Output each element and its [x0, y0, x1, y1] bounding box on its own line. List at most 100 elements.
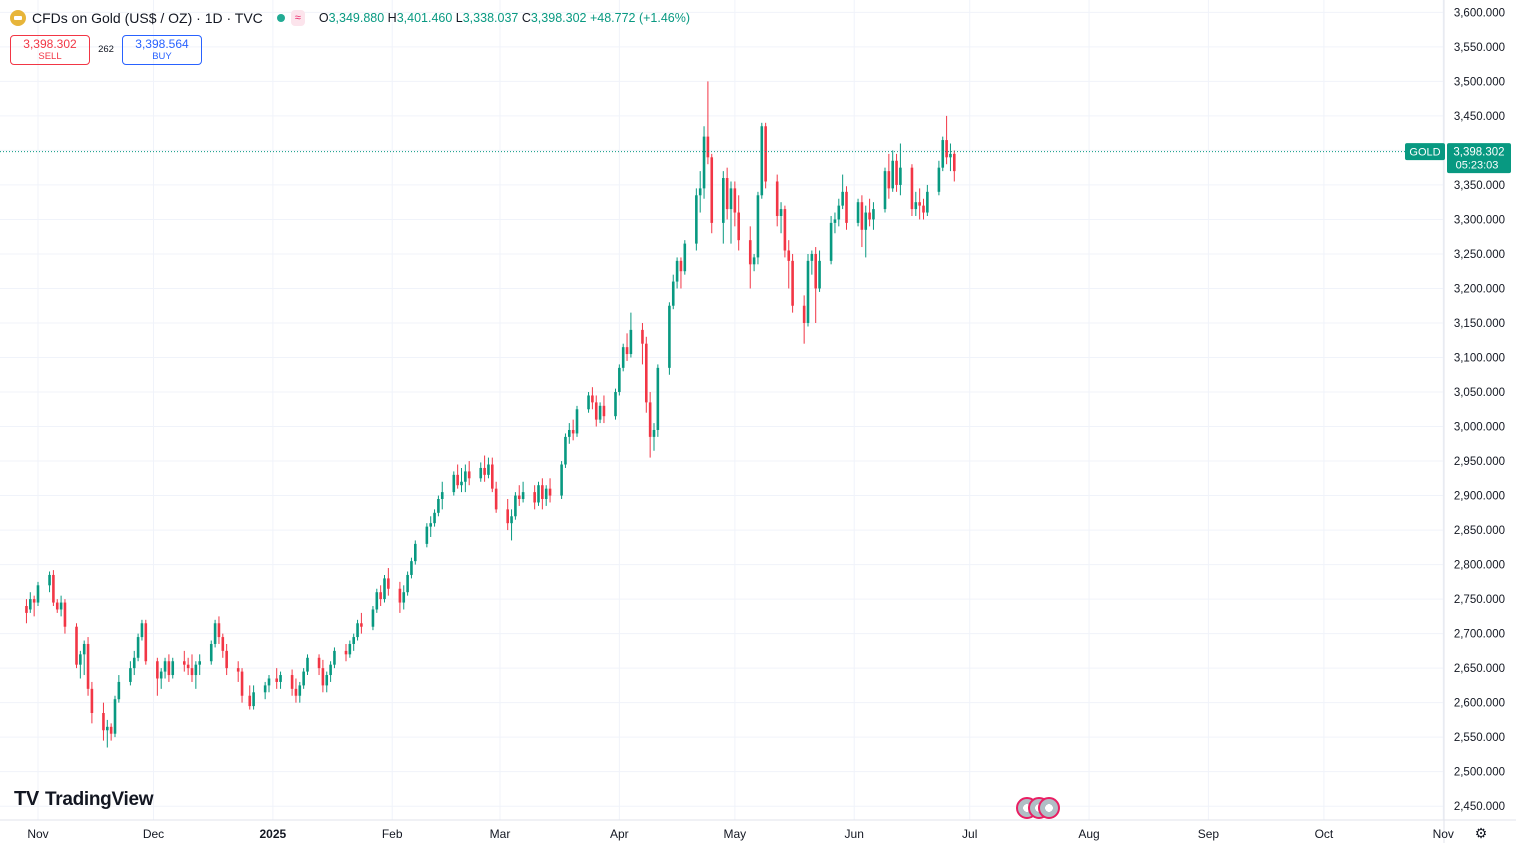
tradingview-logo[interactable]: TV TradingView	[14, 788, 154, 811]
candle-body	[845, 191, 848, 223]
candle-body	[52, 574, 55, 603]
candle-body	[802, 305, 806, 323]
candle-body	[856, 202, 860, 223]
time-tick-label: 2025	[259, 827, 286, 841]
candle-body	[63, 602, 67, 627]
price-tick-label: 3,350.000	[1454, 180, 1505, 192]
candle-body	[464, 471, 467, 482]
candle-body	[190, 668, 194, 676]
candle-body	[887, 171, 891, 189]
candle-body	[183, 661, 186, 665]
candle-body	[294, 688, 298, 696]
economic-events[interactable]	[1016, 797, 1060, 819]
candle-body	[460, 481, 463, 486]
candle-body	[652, 429, 656, 437]
chart-header: CFDs on Gold (US$ / OZ) · 1D · TVC ≈ O3,…	[10, 8, 690, 28]
candle-body	[163, 661, 167, 672]
price-tag-box	[1447, 143, 1511, 174]
candle-body	[514, 495, 517, 517]
candle-body	[375, 592, 379, 610]
candle-body	[683, 243, 687, 272]
candle-body	[775, 181, 779, 216]
candle-body	[325, 675, 329, 686]
symbol-title[interactable]: CFDs on Gold (US$ / OZ) · 1D · TVC	[32, 10, 263, 26]
candle-body	[398, 588, 402, 603]
candle-body	[410, 561, 413, 575]
candle-body	[106, 726, 109, 731]
candle-body	[571, 429, 575, 434]
candle-body	[787, 250, 791, 261]
candle-body	[872, 209, 875, 220]
candle-body	[594, 402, 598, 420]
symbol-tag	[1405, 143, 1445, 161]
price-tick-label: 2,700.000	[1454, 629, 1505, 641]
candle-body	[171, 661, 175, 676]
price-axis[interactable]: 2,450.000 2,500.000 2,550.000 2,600.000 2,65…	[1454, 7, 1505, 813]
candle-body	[167, 661, 171, 676]
candle-body	[102, 713, 105, 731]
candle-body	[737, 212, 740, 241]
candle-body	[949, 153, 952, 158]
candle-body	[764, 126, 767, 182]
candle-body	[55, 602, 59, 610]
price-tick-label: 3,200.000	[1454, 283, 1505, 295]
us-flag-event-icon[interactable]	[1038, 797, 1060, 819]
price-tick-label: 3,300.000	[1454, 214, 1505, 226]
candle-body	[829, 222, 833, 261]
candle-body	[602, 405, 606, 417]
sell-button[interactable]: 3,398.302 SELL	[10, 35, 90, 65]
buy-button[interactable]: 3,398.564 BUY	[122, 35, 202, 65]
candle-body	[864, 212, 868, 230]
candle-body	[371, 609, 375, 627]
candle-body	[883, 171, 887, 210]
time-tick-label: Apr	[610, 827, 629, 841]
candle-body	[437, 499, 440, 513]
candle-body	[710, 157, 714, 223]
wave-icon[interactable]: ≈	[290, 10, 305, 26]
price-tick-label: 2,550.000	[1454, 732, 1505, 744]
candle-body	[706, 136, 710, 158]
candle-body	[487, 464, 490, 475]
candle-body	[725, 178, 729, 210]
candle-body	[483, 467, 486, 475]
candle-body	[333, 650, 336, 665]
candle-body	[541, 485, 544, 500]
candle-body	[387, 578, 390, 589]
candle-body	[156, 661, 159, 679]
time-axis[interactable]: Nov Dec 2025 Feb Mar Apr May Jun Jul Aug Sep Oct Nov	[27, 827, 1454, 841]
candle-body	[159, 671, 163, 679]
candle-body	[279, 675, 282, 682]
candle-body	[263, 685, 267, 693]
candle-body	[945, 140, 948, 158]
candle-body	[671, 281, 675, 306]
buy-price: 3,398.564	[135, 37, 189, 51]
price-tick-label: 2,750.000	[1454, 594, 1505, 606]
candle-body	[90, 688, 94, 714]
settings-icon[interactable]: ⚙	[1474, 825, 1488, 841]
candle-body	[25, 606, 28, 613]
candle-body	[236, 668, 240, 672]
high-label: H	[387, 11, 397, 25]
candle-body	[402, 592, 406, 603]
candle-body	[117, 681, 121, 700]
candle-body	[910, 167, 914, 210]
candle-body	[75, 626, 78, 665]
candle-body	[129, 668, 132, 682]
candle-body	[587, 395, 590, 410]
candle-body	[348, 643, 352, 655]
candle-body	[937, 167, 941, 192]
candle-body	[779, 209, 783, 216]
candle-body	[810, 253, 814, 261]
price-tick-label: 2,500.000	[1454, 767, 1505, 779]
candle-body	[941, 140, 945, 168]
candle-body	[86, 643, 90, 689]
candle-body	[59, 602, 63, 610]
candle-body	[760, 126, 764, 196]
time-tick-label: Oct	[1315, 827, 1334, 841]
candle-body	[506, 509, 509, 524]
candle-body	[899, 167, 902, 185]
candle-body	[36, 585, 40, 603]
candle-body	[641, 329, 644, 344]
price-tick-label: 3,000.000	[1454, 422, 1505, 434]
